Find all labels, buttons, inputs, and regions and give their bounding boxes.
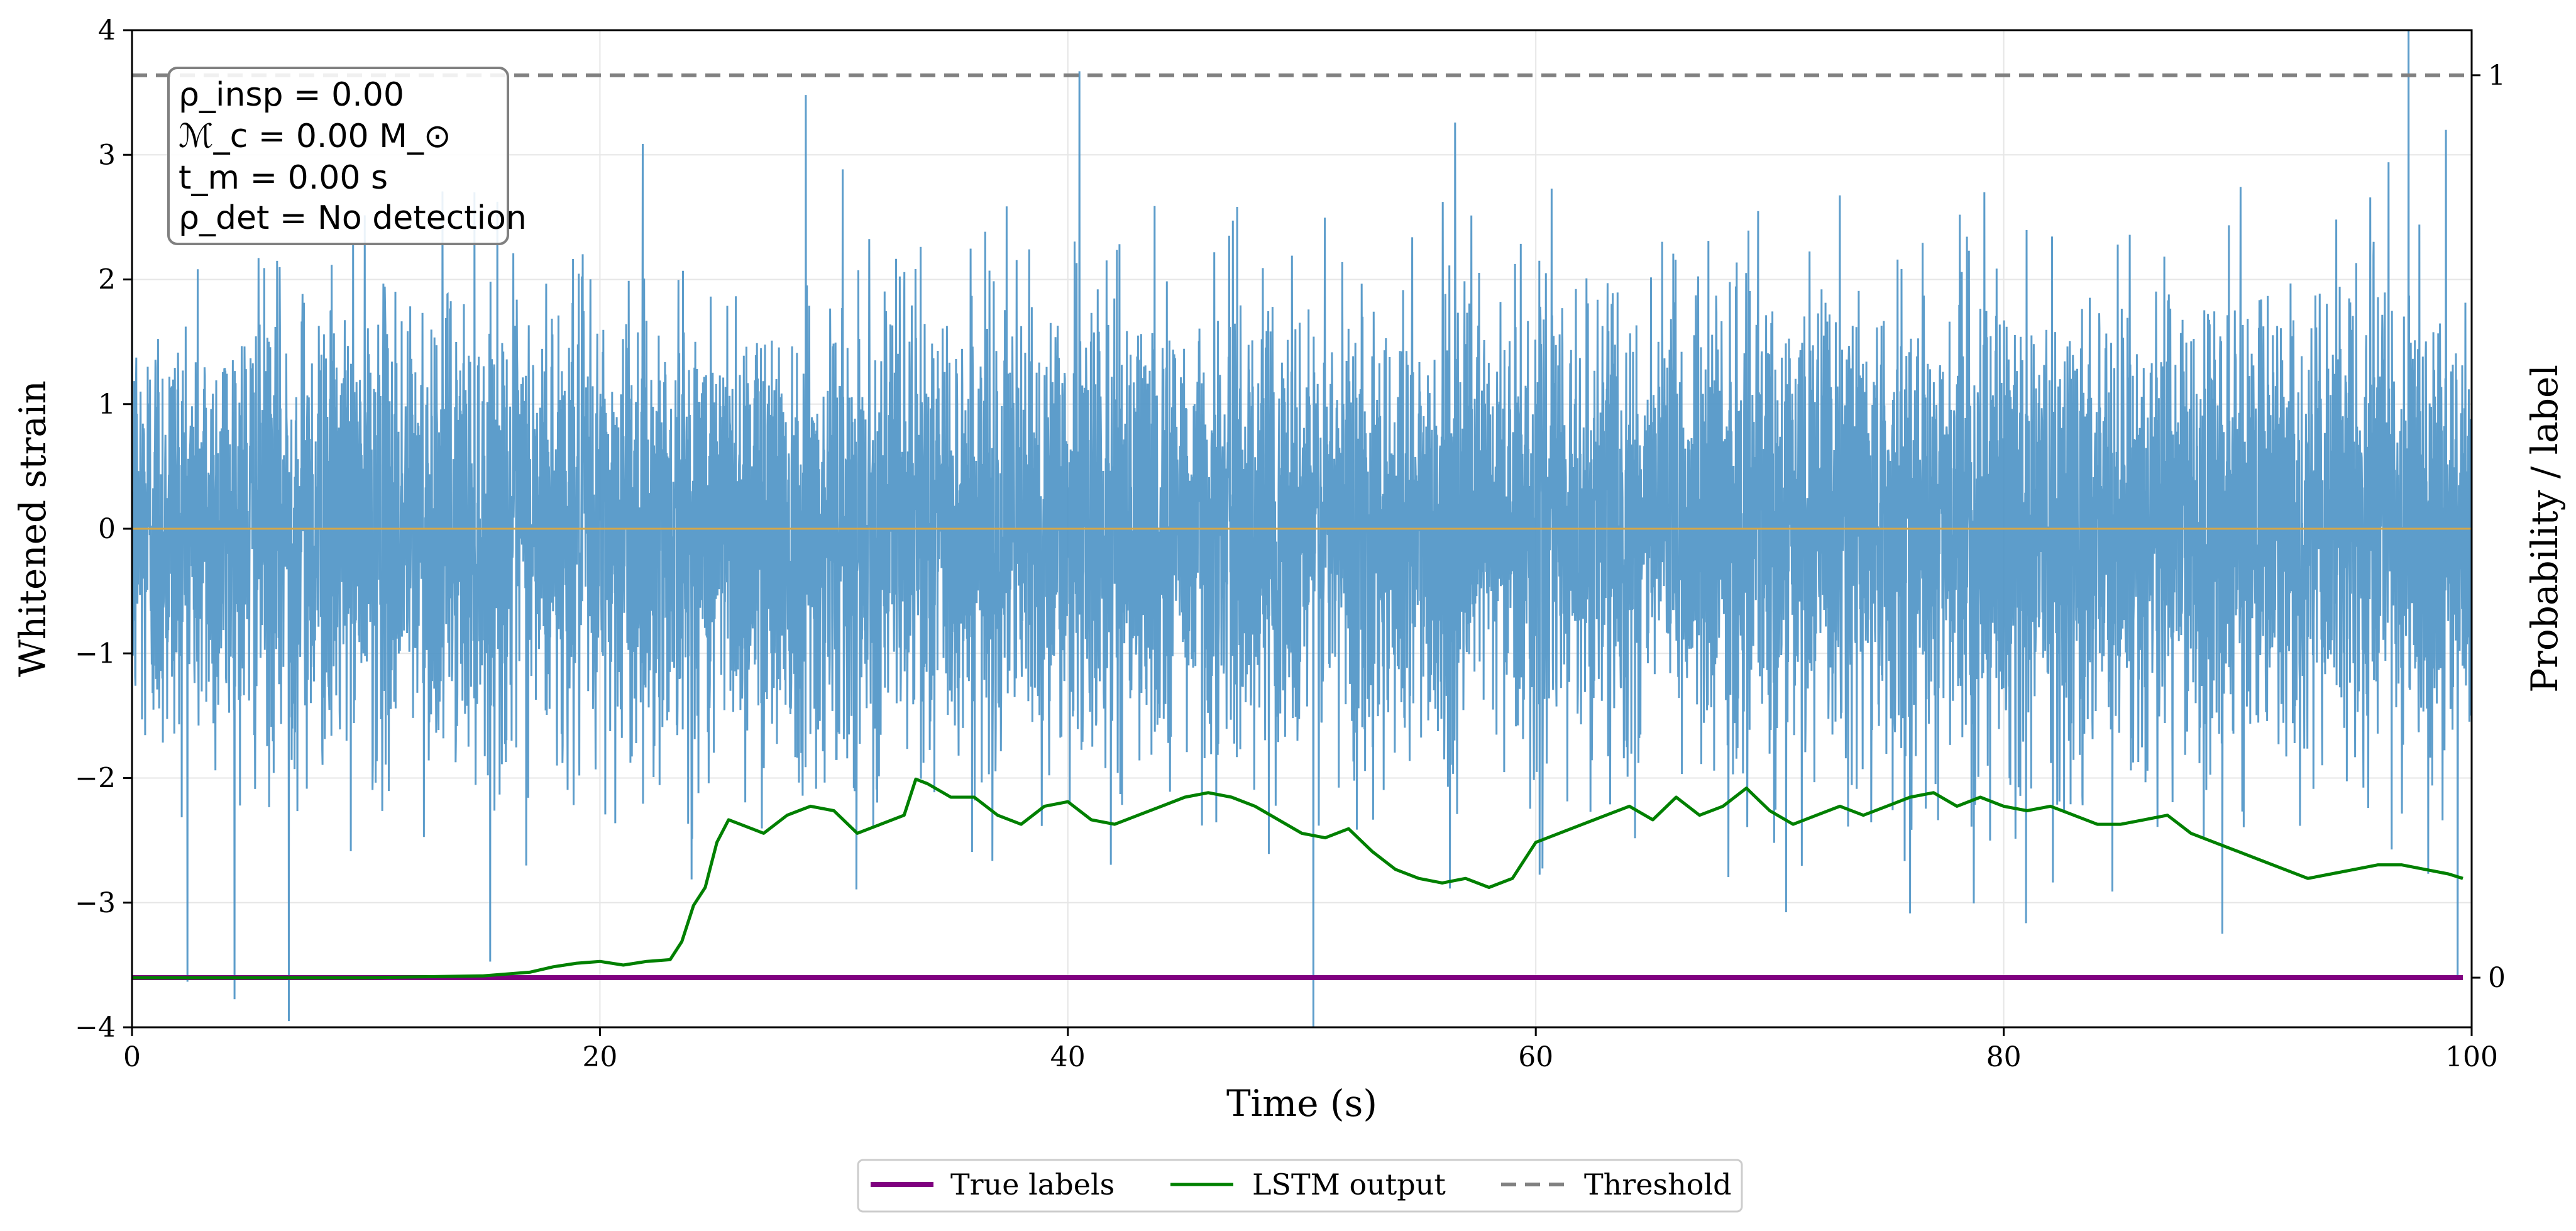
y2-tick-label-1: 1 xyxy=(2488,60,2506,92)
lstm-output-series xyxy=(132,777,2463,980)
annotation-chirp-mass: ℳ_c = 0.00 M_⊙ xyxy=(179,118,451,155)
plot-area xyxy=(132,30,2472,1027)
x-axis-ticks: 0 20 40 60 80 100 xyxy=(123,1027,2498,1073)
y2-axis-ticks: 01 xyxy=(2472,60,2506,994)
annotation-rho-det: ρ_det = No detection xyxy=(179,199,527,237)
x-tick-label-3: 60 xyxy=(1518,1041,1553,1073)
annotation-box: ρ_insp = 0.00 ℳ_c = 0.00 M_⊙ t_m = 0.00 … xyxy=(167,67,527,245)
legend-frame xyxy=(857,1159,1743,1213)
y-tick-label-7: 3 xyxy=(98,139,116,171)
y-tick-label-0: −4 xyxy=(75,1012,116,1044)
legend-label-lstm-output: LSTM output xyxy=(1252,1168,1446,1201)
y-tick-label-4: 0 xyxy=(98,513,116,545)
y-tick-label-3: −1 xyxy=(75,638,116,670)
x-tick-label-0: 0 xyxy=(123,1041,141,1073)
annotation-box-frame xyxy=(167,67,509,245)
legend: True labels LSTM output Threshold xyxy=(857,1159,1743,1213)
x-tick-label-4: 80 xyxy=(1986,1041,2022,1073)
y-axis-title: Whitened strain xyxy=(11,380,54,677)
y-tick-label-5: 1 xyxy=(98,389,116,421)
y-tick-label-2: −2 xyxy=(75,763,116,795)
y2-axis-title: Probability / label xyxy=(2523,365,2566,693)
annotation-rho-insp: ρ_insp = 0.00 xyxy=(179,76,404,114)
x-tick-label-1: 20 xyxy=(582,1041,617,1073)
legend-label-threshold: Threshold xyxy=(1584,1168,1732,1201)
x-tick-label-2: 40 xyxy=(1050,1041,1086,1073)
y-tick-label-6: 2 xyxy=(98,264,116,296)
y-tick-label-8: 4 xyxy=(98,14,116,47)
y-axis-ticks: −4 −3 −2 −1 0 1 2 3 4 xyxy=(75,14,132,1044)
x-tick-label-5: 100 xyxy=(2445,1041,2498,1073)
legend-label-true-labels: True labels xyxy=(950,1168,1115,1201)
annotation-merger-time: t_m = 0.00 s xyxy=(179,159,388,197)
y2-tick-label-0: 0 xyxy=(2488,962,2506,994)
y-tick-label-1: −3 xyxy=(75,887,116,919)
x-axis-title: Time (s) xyxy=(1226,1082,1377,1125)
